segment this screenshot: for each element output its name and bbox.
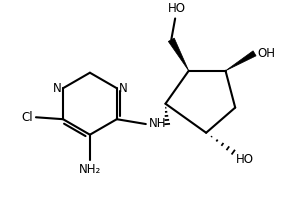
Text: HO: HO bbox=[168, 2, 186, 15]
Polygon shape bbox=[226, 51, 256, 71]
Text: OH: OH bbox=[257, 47, 275, 60]
Text: N: N bbox=[119, 82, 128, 95]
Text: NH₂: NH₂ bbox=[79, 163, 101, 176]
Polygon shape bbox=[168, 38, 189, 71]
Text: HO: HO bbox=[236, 153, 254, 166]
Text: Cl: Cl bbox=[21, 111, 33, 124]
Text: N: N bbox=[52, 82, 61, 95]
Text: NH: NH bbox=[149, 117, 166, 129]
